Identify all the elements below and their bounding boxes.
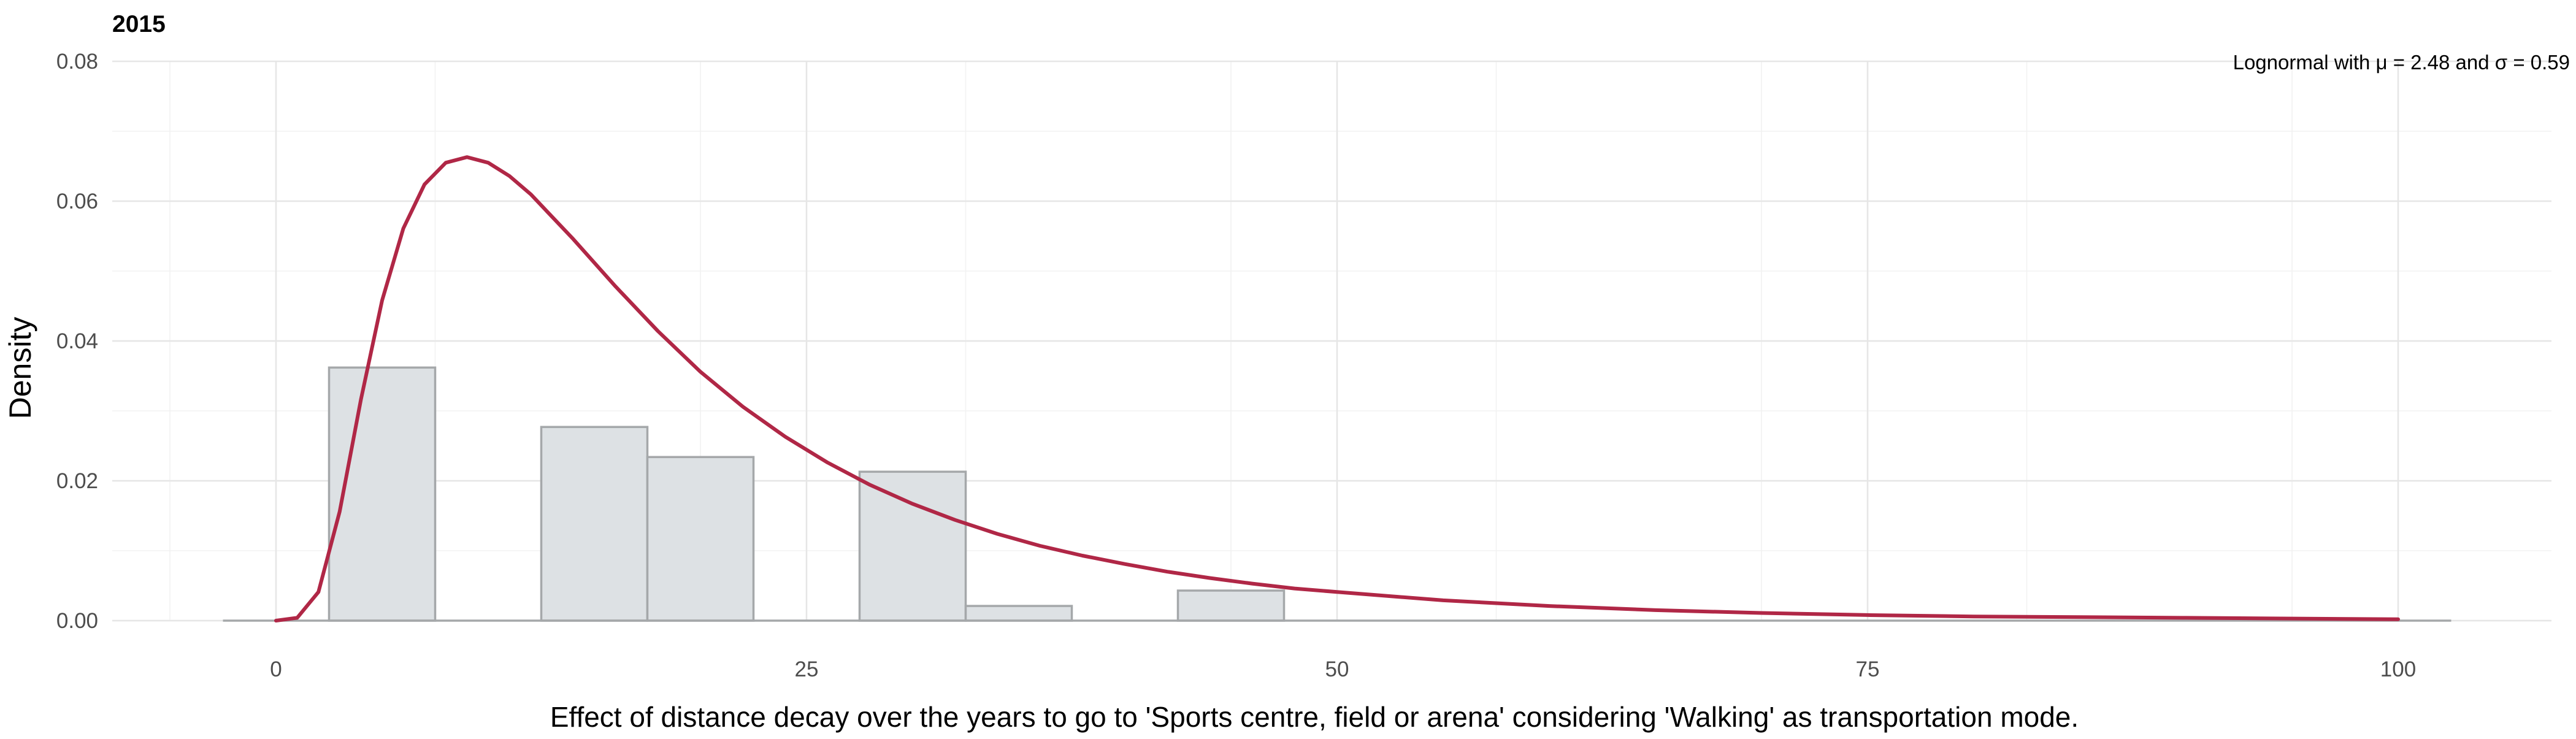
chart-title: 2015 — [112, 11, 166, 37]
x-tick-label: 0 — [270, 657, 282, 681]
x-tick-label: 100 — [2380, 657, 2416, 681]
x-axis-label: Effect of distance decay over the years … — [550, 701, 2079, 733]
x-tick-label: 75 — [1856, 657, 1880, 681]
y-tick-label: 0.00 — [56, 609, 98, 633]
y-tick-label: 0.08 — [56, 50, 98, 74]
histogram-bar — [328, 366, 437, 622]
x-tick-label: 50 — [1325, 657, 1349, 681]
x-tick-labels: 0 25 50 75 100 — [270, 657, 2416, 681]
y-tick-label: 0.02 — [56, 469, 98, 493]
y-axis-label: Density — [3, 317, 37, 419]
y-tick-label: 0.04 — [56, 329, 98, 353]
histogram-bar — [964, 605, 1073, 622]
histogram-bar — [858, 470, 967, 622]
x-tick-label: 25 — [795, 657, 819, 681]
histogram-bar — [1176, 589, 1286, 622]
y-tick-label: 0.06 — [56, 190, 98, 213]
lognormal-curve — [274, 155, 2400, 622]
y-tick-labels: 0.00 0.02 0.04 0.06 0.08 — [56, 50, 98, 633]
histogram-bar — [540, 426, 649, 622]
histogram-bar — [646, 456, 755, 622]
fit-annotation: Lognormal with μ = 2.48 and σ = 0.59 — [2233, 51, 2570, 74]
